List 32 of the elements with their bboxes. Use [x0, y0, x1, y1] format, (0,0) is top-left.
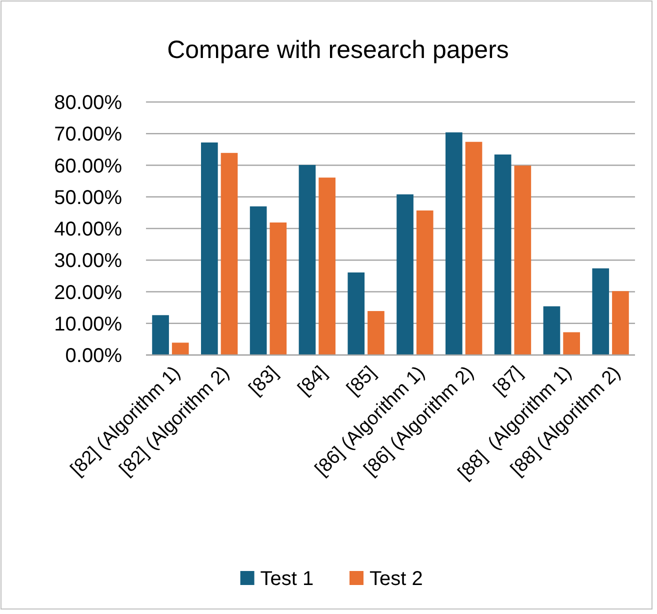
bar — [416, 210, 434, 355]
y-tick-label: 40.00% — [54, 218, 122, 240]
chart-title: Compare with research papers — [167, 36, 509, 64]
bar — [514, 166, 532, 355]
y-tick-label: 20.00% — [54, 282, 122, 304]
y-tick-label: 80.00% — [54, 92, 122, 114]
bar — [543, 306, 560, 355]
bar — [270, 222, 287, 355]
bar — [446, 132, 462, 355]
legend-label: Test 1 — [260, 568, 314, 590]
bar — [348, 272, 365, 355]
bar — [612, 291, 629, 355]
y-tick-label: 30.00% — [54, 250, 122, 272]
y-tick-label: 10.00% — [54, 313, 122, 336]
bar — [592, 268, 610, 355]
y-tick-label: 0.00% — [65, 345, 122, 367]
bar — [494, 154, 512, 355]
bar — [318, 178, 336, 355]
bar — [250, 206, 267, 355]
bar — [220, 152, 238, 355]
bar — [563, 332, 580, 355]
bar — [465, 142, 482, 355]
y-tick-label: 60.00% — [54, 155, 122, 178]
bar — [201, 142, 218, 355]
y-tick-label: 70.00% — [54, 124, 122, 146]
legend-label: Test 2 — [370, 568, 423, 590]
bar — [396, 194, 414, 355]
bar — [368, 311, 384, 355]
y-tick-label: 50.00% — [54, 186, 122, 209]
bar — [298, 164, 316, 355]
bar — [152, 315, 169, 355]
bar — [172, 342, 189, 355]
